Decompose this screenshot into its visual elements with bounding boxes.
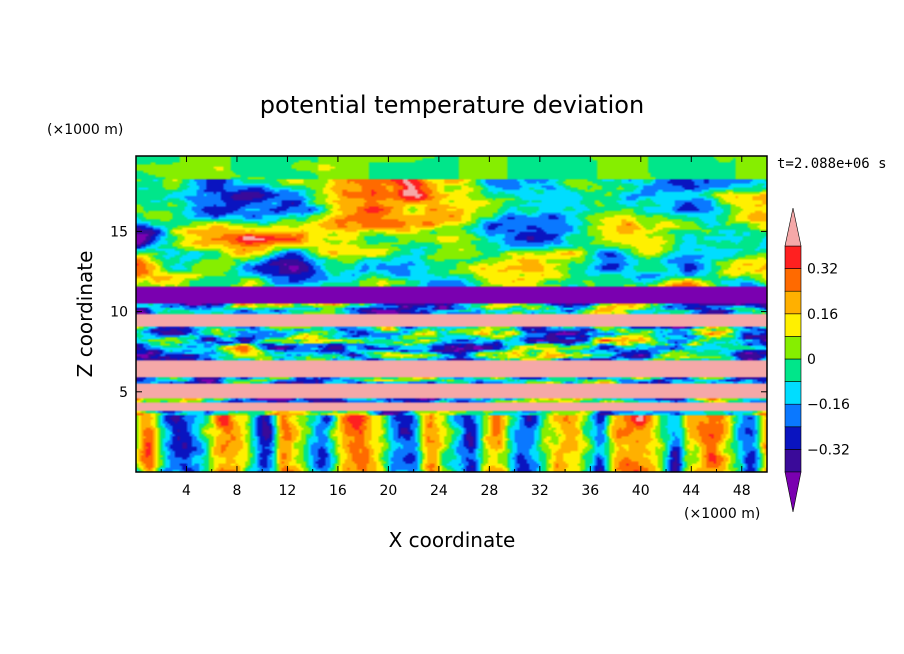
colorbar-label: 0.32 xyxy=(807,262,838,278)
x-tick-label: 32 xyxy=(531,483,549,499)
y-tick-label: 10 xyxy=(110,305,128,321)
plot-area xyxy=(136,156,767,472)
y-axis: 5 10 15 xyxy=(110,224,767,401)
x-axis: 4 8 12 16 20 24 28 32 36 40 44 48 xyxy=(160,156,751,499)
colorbar-swatch xyxy=(784,313,802,337)
contour-field xyxy=(136,156,767,472)
colorbar-label: 0.16 xyxy=(807,307,838,323)
colorbar-swatch xyxy=(784,358,802,382)
x-axis-label: X coordinate xyxy=(389,528,516,552)
chart-title: potential temperature deviation xyxy=(260,91,644,119)
colorbar: 0.32 0.16 0 −0.16 −0.32 xyxy=(784,207,850,513)
x-unit-label: (×1000 m) xyxy=(684,506,760,522)
colorbar-swatch xyxy=(784,403,802,428)
time-label: t=2.088e+06 s xyxy=(777,156,887,172)
x-tick-label: 28 xyxy=(480,483,498,499)
y-axis-label: Z coordinate xyxy=(73,251,97,378)
x-tick-label: 36 xyxy=(581,483,599,499)
x-tick-label: 12 xyxy=(279,483,297,499)
x-tick-label: 4 xyxy=(182,483,191,499)
x-tick-label: 44 xyxy=(682,483,700,499)
colorbar-extend-top xyxy=(784,207,802,247)
colorbar-swatch xyxy=(784,290,802,315)
plot-frame xyxy=(135,155,768,473)
y-tick-label: 5 xyxy=(119,385,128,401)
colorbar-label: −0.32 xyxy=(807,442,850,458)
colorbar-label: −0.16 xyxy=(807,397,850,413)
x-tick-label: 24 xyxy=(430,483,448,499)
y-tick-label: 15 xyxy=(110,224,128,240)
colorbar-label: 0 xyxy=(807,352,816,368)
colorbar-swatch xyxy=(784,449,802,473)
x-tick-label: 48 xyxy=(733,483,751,499)
colorbar-swatch xyxy=(784,245,802,269)
x-tick-label: 40 xyxy=(632,483,650,499)
x-tick-label: 20 xyxy=(379,483,397,499)
x-tick-label: 8 xyxy=(232,483,241,499)
colorbar-extend-bottom xyxy=(784,471,802,513)
colorbar-swatch xyxy=(784,381,802,405)
x-tick-label: 16 xyxy=(329,483,347,499)
colorbar-swatch xyxy=(784,336,802,360)
y-unit-label: (×1000 m) xyxy=(47,122,123,138)
colorbar-swatch xyxy=(784,426,802,450)
colorbar-swatch xyxy=(784,268,802,292)
